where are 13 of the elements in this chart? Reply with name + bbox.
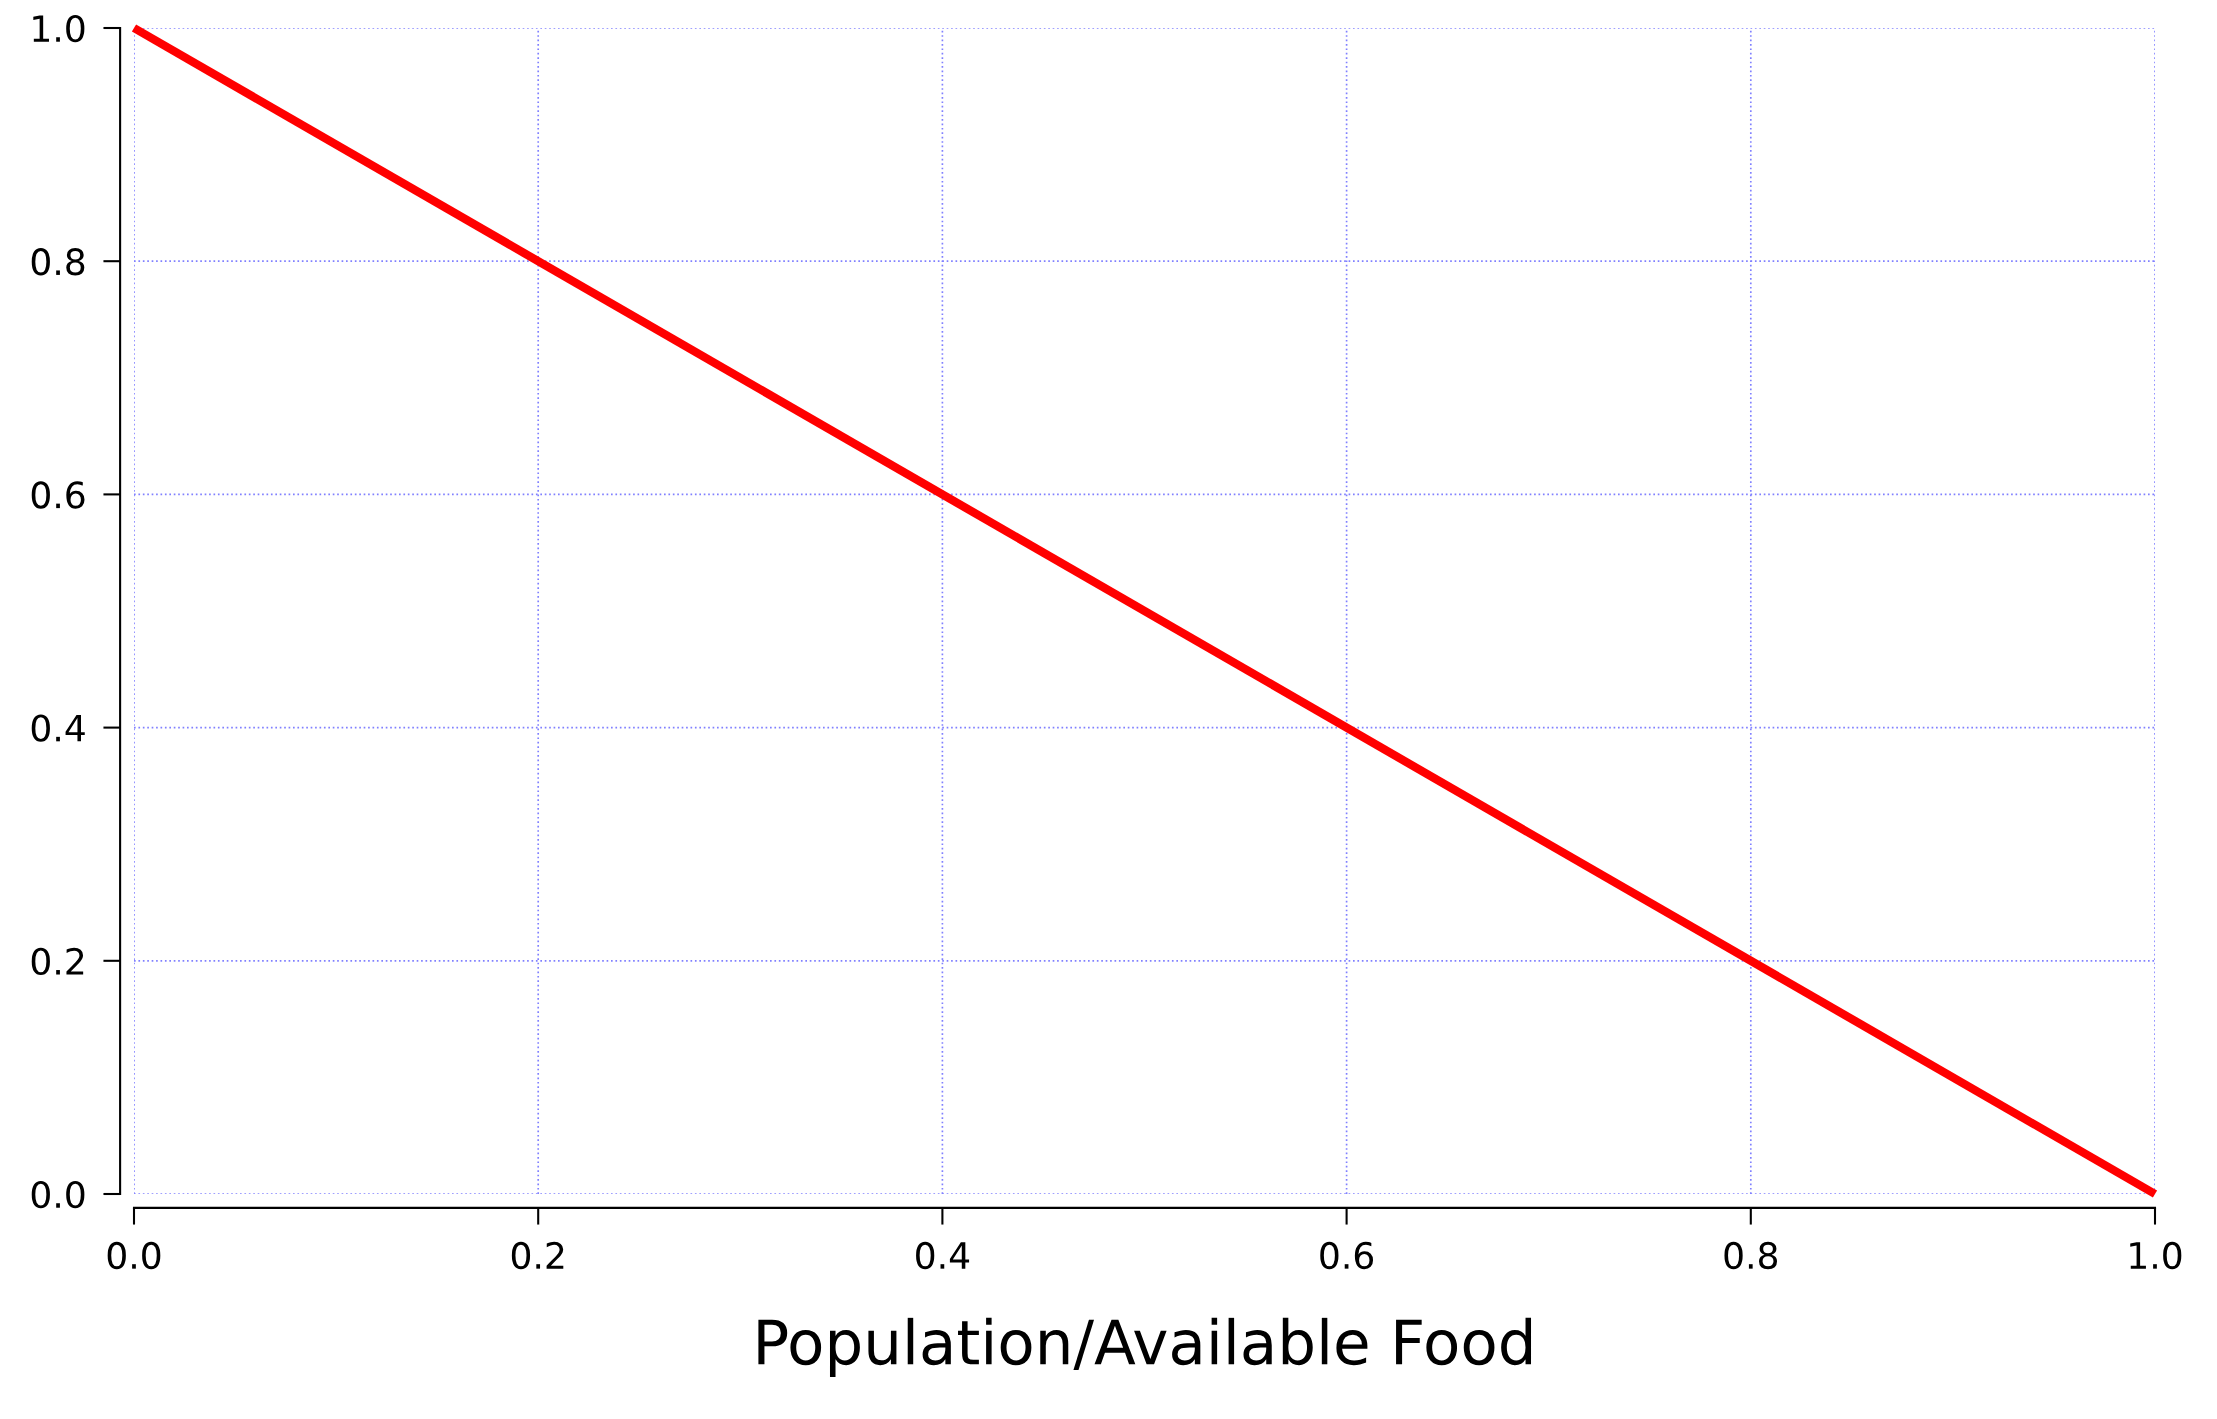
y-tick-label: 0.8 xyxy=(31,248,85,276)
x-tick-label: 0.2 xyxy=(511,1241,564,1270)
y-tick-label: 0.0 xyxy=(31,1180,85,1209)
x-tick-label: 0.6 xyxy=(1320,1241,1374,1270)
x-tick-label: 1.0 xyxy=(2130,1241,2182,1270)
x-tick-label: 0.0 xyxy=(107,1241,161,1270)
x-tick-label: 0.4 xyxy=(916,1241,970,1270)
x-tick-label: 0.8 xyxy=(1724,1241,1778,1270)
y-tick-label: 0.6 xyxy=(31,481,85,509)
y-tick-label: 0.2 xyxy=(31,947,84,976)
x-axis-title: Population/Available Food xyxy=(758,1317,1532,1377)
y-tick-label: 1.0 xyxy=(33,14,85,43)
y-tick-label: 0.4 xyxy=(31,714,85,742)
